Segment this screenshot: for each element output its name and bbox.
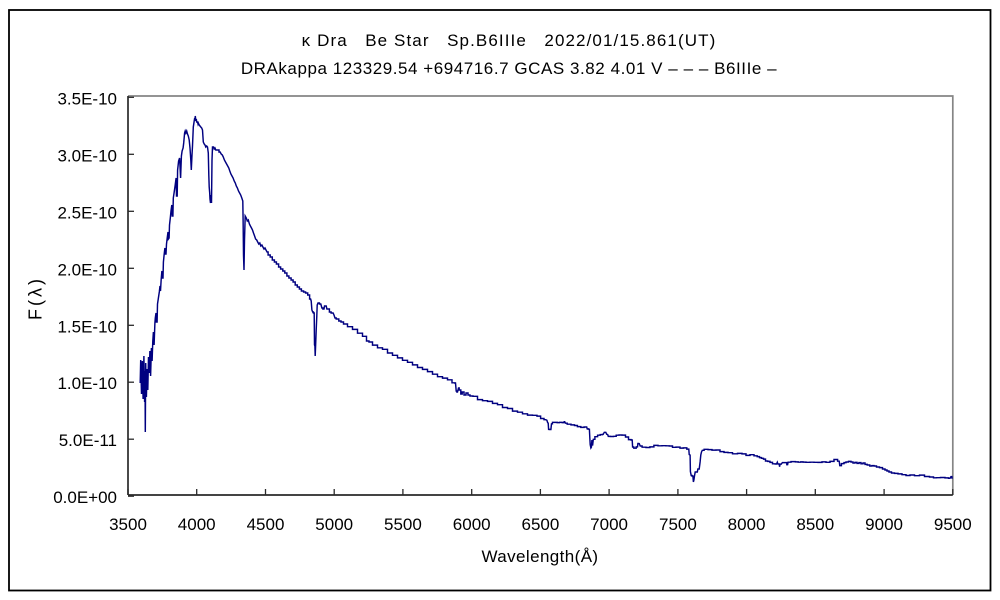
svg-text:4500: 4500	[247, 515, 285, 534]
svg-text:6000: 6000	[453, 515, 491, 534]
svg-text:2.5E-10: 2.5E-10	[57, 203, 117, 222]
svg-text:3.0E-10: 3.0E-10	[57, 146, 117, 165]
svg-text:5000: 5000	[315, 515, 353, 534]
svg-text:κ Dra Be Star Sp.B6IIIe: κ Dra Be Star Sp.B6IIIe 2022/01/15.861(U…	[302, 31, 717, 50]
svg-text:0.0E+00: 0.0E+00	[53, 488, 117, 507]
svg-text:DRAkappa 123329.54 +694716.7 G: DRAkappa 123329.54 +694716.7 GCAS 3.82 4…	[241, 59, 777, 78]
svg-text:3500: 3500	[109, 515, 147, 534]
svg-text:1.0E-10: 1.0E-10	[57, 374, 117, 393]
svg-text:1.5E-10: 1.5E-10	[57, 317, 117, 336]
svg-text:7500: 7500	[659, 515, 697, 534]
svg-text:3.5E-10: 3.5E-10	[57, 89, 117, 108]
svg-text:Wavelength(Å): Wavelength(Å)	[481, 547, 598, 566]
svg-text:5500: 5500	[384, 515, 422, 534]
svg-text:8500: 8500	[796, 515, 834, 534]
svg-text:9000: 9000	[865, 515, 903, 534]
svg-text:7000: 7000	[590, 515, 628, 534]
svg-text:F(λ): F(λ)	[26, 276, 46, 320]
svg-text:9500: 9500	[934, 515, 972, 534]
svg-text:2.0E-10: 2.0E-10	[57, 260, 117, 279]
svg-text:5.0E-11: 5.0E-11	[59, 431, 117, 450]
svg-text:4000: 4000	[178, 515, 216, 534]
svg-text:6500: 6500	[521, 515, 559, 534]
svg-text:8000: 8000	[728, 515, 766, 534]
